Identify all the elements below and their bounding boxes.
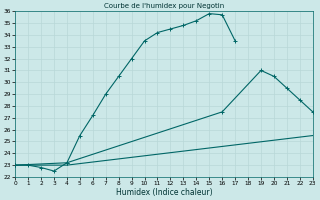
Title: Courbe de l'humidex pour Negotin: Courbe de l'humidex pour Negotin bbox=[104, 3, 224, 9]
X-axis label: Humidex (Indice chaleur): Humidex (Indice chaleur) bbox=[116, 188, 212, 197]
